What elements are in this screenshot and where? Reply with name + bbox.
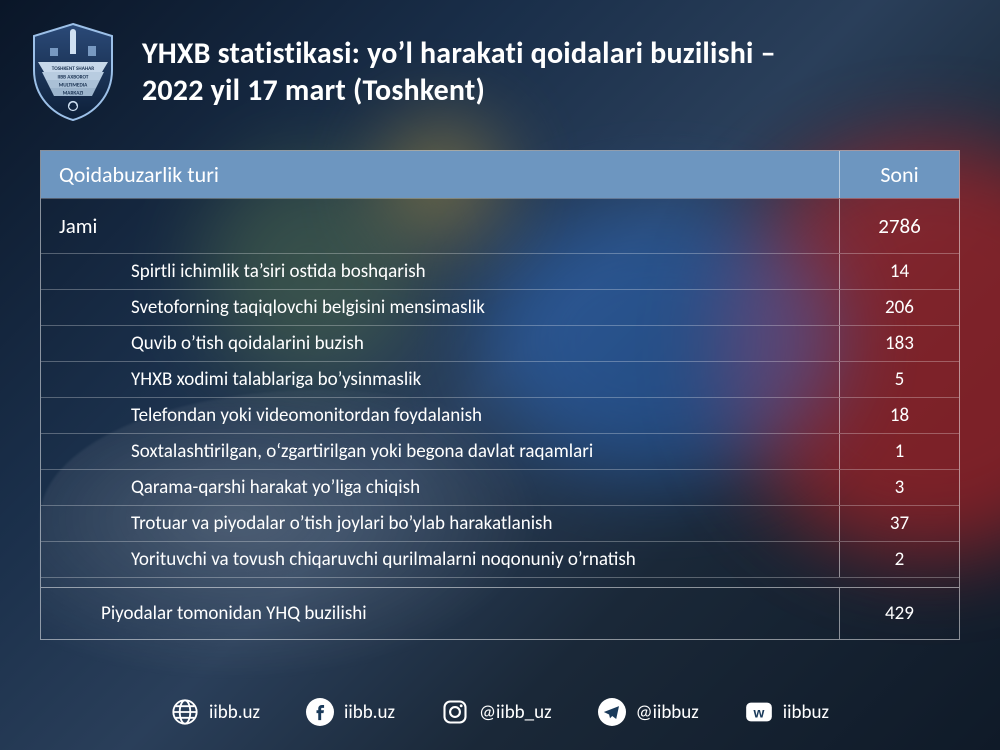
- violation-value: 18: [839, 398, 959, 433]
- violation-label: YHXB xodimi talablariga bo’ysinmaslik: [41, 362, 839, 397]
- violation-value: 1: [839, 434, 959, 469]
- social-label: @iibb_uz: [479, 701, 552, 724]
- org-badge-icon: TOSHKENT SHAHAR IIBB AXBOROT MULTIMEDIA …: [30, 22, 116, 122]
- violation-label: Svetoforning taqiqlovchi belgisini mensi…: [41, 290, 839, 325]
- table-row: YHXB xodimi talablariga bo’ysinmaslik5: [41, 361, 959, 397]
- total-value: 2786: [839, 199, 959, 253]
- table-row: Telefondan yoki videomonitordan foydalan…: [41, 397, 959, 433]
- column-header-type: Qoidabuzarlik turi: [41, 151, 839, 198]
- table-row-total: Jami 2786: [41, 198, 959, 253]
- violation-value: 5: [839, 362, 959, 397]
- violation-label: Quvib o’tish qoidalarini buzish: [41, 326, 839, 361]
- social-label: iibb.uz: [344, 701, 395, 724]
- social-link-telegram[interactable]: @iibbuz: [598, 698, 699, 726]
- violation-value: 14: [839, 254, 959, 289]
- violation-label: Telefondan yoki videomonitordan foydalan…: [41, 398, 839, 433]
- header: TOSHKENT SHAHAR IIBB AXBOROT MULTIMEDIA …: [30, 22, 970, 122]
- table-row: Trotuar va piyodalar o’tish joylari bo’y…: [41, 505, 959, 541]
- svg-text:w: w: [752, 704, 764, 720]
- title-line-2: 2022 yil 17 mart (Toshkent): [142, 72, 776, 110]
- telegram-icon: [598, 698, 626, 726]
- globe-icon: [171, 698, 199, 726]
- pedestrian-label: Piyodalar tomonidan YHQ buzilishi: [41, 588, 839, 639]
- social-label: iibb.uz: [209, 701, 260, 724]
- svg-text:IIBB AXBOROT: IIBB AXBOROT: [57, 75, 88, 81]
- svg-text:MULTIMEDIA: MULTIMEDIA: [59, 83, 88, 89]
- page-title: YHXB statistikasi: yo’l harakati qoidala…: [142, 35, 776, 110]
- social-link-vk[interactable]: w iibbuz: [745, 698, 829, 726]
- svg-text:MARKAZI: MARKAZI: [63, 91, 84, 97]
- violation-value: 206: [839, 290, 959, 325]
- violation-value: 183: [839, 326, 959, 361]
- social-link-facebook[interactable]: iibb.uz: [306, 698, 395, 726]
- social-label: @iibbuz: [636, 701, 699, 724]
- violation-label: Soxtalashtirilgan, oʻzgartirilgan yoki b…: [41, 434, 839, 469]
- footer-social-bar: iibb.uz iibb.uz @iibb_uz @iibbuz w iibbuz: [0, 698, 1000, 726]
- violation-label: Qarama-qarshi harakat yo’liga chiqish: [41, 470, 839, 505]
- instagram-icon: [441, 698, 469, 726]
- violation-label: Yorituvchi va tovush chiqaruvchi qurilma…: [41, 542, 839, 577]
- table-spacer: [41, 577, 959, 587]
- pedestrian-value: 429: [839, 588, 959, 639]
- violation-value: 37: [839, 506, 959, 541]
- violation-label: Spirtli ichimlik ta’siri ostida boshqari…: [41, 254, 839, 289]
- table-row: Spirtli ichimlik ta’siri ostida boshqari…: [41, 253, 959, 289]
- column-header-count: Soni: [839, 151, 959, 198]
- total-label: Jami: [41, 199, 839, 253]
- violation-label: Trotuar va piyodalar o’tish joylari bo’y…: [41, 506, 839, 541]
- table-row: Yorituvchi va tovush chiqaruvchi qurilma…: [41, 541, 959, 577]
- table-header-row: Qoidabuzarlik turi Soni: [41, 151, 959, 198]
- table-row: Svetoforning taqiqlovchi belgisini mensi…: [41, 289, 959, 325]
- violation-value: 3: [839, 470, 959, 505]
- title-line-1: YHXB statistikasi: yo’l harakati qoidala…: [142, 35, 776, 73]
- table-row-pedestrian: Piyodalar tomonidan YHQ buzilishi429: [41, 587, 959, 639]
- facebook-icon: [306, 698, 334, 726]
- svg-text:TOSHKENT SHAHAR: TOSHKENT SHAHAR: [52, 66, 94, 72]
- violation-value: 2: [839, 542, 959, 577]
- social-link-globe[interactable]: iibb.uz: [171, 698, 260, 726]
- table-row: Qarama-qarshi harakat yo’liga chiqish3: [41, 469, 959, 505]
- vk-icon: w: [745, 698, 773, 726]
- violations-table: Qoidabuzarlik turi Soni Jami 2786 Spirtl…: [40, 150, 960, 640]
- table-row: Soxtalashtirilgan, oʻzgartirilgan yoki b…: [41, 433, 959, 469]
- table-row: Quvib o’tish qoidalarini buzish183: [41, 325, 959, 361]
- social-link-instagram[interactable]: @iibb_uz: [441, 698, 552, 726]
- social-label: iibbuz: [783, 701, 829, 724]
